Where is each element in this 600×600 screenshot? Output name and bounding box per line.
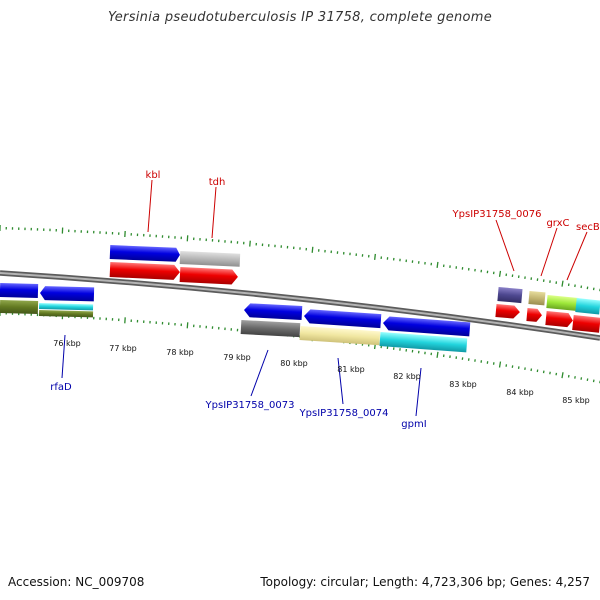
gene-blue-arrow-left-5[interactable] [382, 316, 471, 337]
gene-YpsIP31758_0076-feature[interactable] [497, 287, 523, 304]
inner-tick [436, 351, 439, 358]
gene-label-YpsIP31758_0074: YpsIP31758_0074 [299, 408, 389, 419]
kbp-label-78: 78 kbp [166, 348, 194, 357]
kbp-label-80: 80 kbp [280, 359, 308, 368]
outer-tick [311, 246, 314, 253]
gene-label-YpsIP31758_0073: YpsIP31758_0073 [205, 400, 295, 411]
inner-tick [561, 372, 564, 379]
gene-gpmI-feature[interactable] [379, 332, 468, 353]
outer-tick [436, 261, 439, 268]
kbp-label-84: 84 kbp [506, 388, 534, 397]
inner-tick [498, 361, 502, 368]
gene-red-arrow-5[interactable] [545, 311, 600, 333]
gene-label-tdh: tdh [209, 177, 226, 188]
kbp-label-77: 77 kbp [109, 344, 137, 353]
gene-label-secB: secB [576, 222, 600, 233]
kbp-label-81: 81 kbp [337, 365, 365, 374]
kbp-label-82: 82 kbp [393, 372, 421, 381]
gene-label-gpmI: gpmI [401, 419, 426, 430]
gene-red-arrow-3[interactable] [495, 304, 520, 319]
accession-text: Accession: NC_009708 [8, 575, 145, 589]
kbp-label-83: 83 kbp [449, 380, 477, 389]
gene-tdh-feature[interactable] [179, 251, 241, 267]
gene-red-arrow-4[interactable] [526, 308, 542, 322]
gene-blue-arrow-left-4[interactable] [304, 309, 382, 329]
gene-label-kbl: kbl [146, 170, 161, 181]
genome-summary-text: Topology: circular; Length: 4,723,306 bp… [260, 575, 590, 589]
genome-backbone [0, 270, 600, 341]
kbp-label-76: 76 kbp [53, 339, 81, 348]
inner-tick-marks [0, 309, 600, 384]
kbp-label-79: 79 kbp [223, 353, 251, 362]
gene-rfaD-feature[interactable] [0, 300, 94, 318]
gene-label-grxC: grxC [546, 218, 569, 229]
gene-kbl-feature[interactable] [109, 245, 181, 262]
outer-tick [373, 253, 377, 260]
gene-red-arrow-1[interactable] [109, 262, 181, 280]
gene-label-YpsIP31758_0076: YpsIP31758_0076 [452, 209, 542, 220]
map-title: Yersinia pseudotuberculosis IP 31758, co… [107, 10, 493, 25]
kbp-label-85: 85 kbp [562, 396, 590, 405]
outer-tick-marks [0, 224, 600, 292]
gene-blue-arrow-left-1[interactable] [0, 283, 39, 298]
inner-tick [186, 322, 189, 329]
gene-YpsIP31758_0073-feature[interactable] [240, 320, 301, 338]
label-connectors [61, 179, 588, 417]
gene-label-rfaD: rfaD [50, 382, 72, 393]
gene-blue-arrow-left-2[interactable] [40, 286, 95, 302]
gene-blue-arrow-left-3[interactable] [244, 303, 303, 321]
gene-YpsIP31758_0074-feature[interactable] [299, 326, 381, 346]
outer-tick [561, 280, 564, 287]
gene-grxC-feature[interactable] [528, 291, 546, 306]
gene-red-arrow-2[interactable] [179, 267, 239, 285]
gene-secB-feature[interactable] [546, 295, 600, 315]
outer-tick [498, 270, 502, 277]
outer-tick [249, 240, 251, 247]
